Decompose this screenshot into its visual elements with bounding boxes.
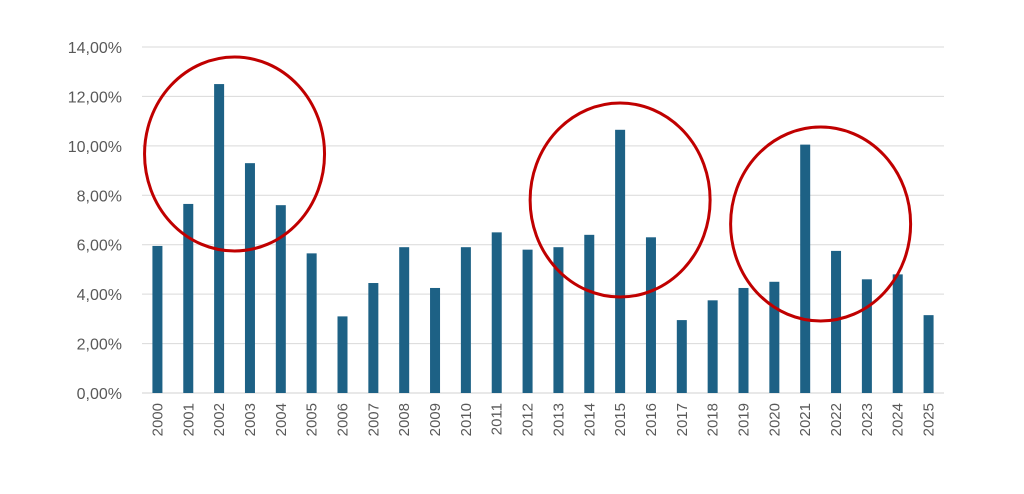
bar-2016 — [645, 237, 656, 393]
highlight-circle — [729, 125, 913, 323]
bar-2022 — [831, 250, 842, 393]
bar-2011 — [491, 232, 502, 393]
bar-2010 — [460, 247, 471, 393]
y-tick-label: 4,00% — [77, 287, 122, 304]
bar-2005 — [306, 253, 317, 393]
bar-2020 — [769, 281, 780, 393]
x-tick-label: 2021 — [797, 403, 814, 436]
bar-2021 — [800, 144, 811, 393]
bar-2001 — [183, 203, 194, 393]
bar-2015 — [615, 129, 626, 394]
bar-2008 — [399, 247, 410, 393]
x-tick-label: 2013 — [550, 403, 567, 436]
x-tick-label: 2012 — [520, 403, 537, 436]
bar-2018 — [707, 300, 718, 393]
highlight-circles — [143, 55, 913, 323]
bar-2009 — [430, 287, 441, 393]
x-tick-label: 2006 — [335, 403, 352, 436]
y-tick-label: 12,00% — [68, 89, 122, 106]
x-tick-label: 2025 — [921, 403, 938, 436]
bar-2023 — [861, 279, 872, 393]
highlight-circle — [143, 55, 327, 253]
bar-2006 — [337, 316, 348, 393]
x-tick-label: 2009 — [427, 403, 444, 436]
x-tick-label: 2000 — [149, 403, 166, 436]
x-tick-label: 2019 — [736, 403, 753, 436]
x-tick-label: 2023 — [859, 403, 876, 436]
bar-2019 — [738, 287, 749, 393]
bar-2002 — [214, 84, 225, 394]
highlight-circle — [528, 101, 712, 299]
x-tick-label: 2014 — [581, 403, 598, 436]
bars — [152, 84, 934, 394]
x-tick-label: 2008 — [396, 403, 413, 436]
x-tick-label: 2004 — [273, 403, 290, 436]
bar-2024 — [892, 274, 903, 393]
y-tick-label: 6,00% — [77, 238, 122, 255]
x-tick-label: 2010 — [458, 403, 475, 436]
y-tick-label: 0,00% — [77, 386, 122, 403]
x-tick-label: 2017 — [674, 403, 691, 436]
y-tick-label: 2,00% — [77, 337, 122, 354]
bar-2004 — [275, 205, 286, 393]
x-tick-label: 2007 — [365, 403, 382, 436]
bar-2013 — [553, 247, 564, 393]
x-tick-label: 2020 — [766, 403, 783, 436]
bar-2017 — [676, 320, 687, 393]
x-tick-label: 2011 — [489, 403, 506, 435]
y-axis-tick-labels: 0,00% 2,00% 4,00% 6,00% 8,00% 10,00% 12,00% 14,… — [68, 40, 122, 403]
x-tick-label: 2016 — [643, 403, 660, 436]
bar-2000 — [152, 245, 163, 393]
y-tick-label: 8,00% — [77, 188, 122, 205]
bar-2007 — [368, 283, 379, 393]
bar-2025 — [923, 315, 934, 393]
bar-2014 — [584, 234, 595, 393]
y-tick-label: 10,00% — [68, 139, 122, 156]
x-tick-label: 2005 — [304, 403, 321, 436]
grid-lines — [142, 46, 944, 394]
x-tick-label: 2022 — [828, 403, 845, 436]
x-tick-label: 2002 — [211, 403, 228, 436]
bar-2012 — [522, 249, 533, 393]
x-tick-label: 2003 — [242, 403, 259, 436]
bar-2003 — [244, 163, 255, 393]
y-tick-label: 14,00% — [68, 40, 122, 57]
x-tick-label: 2018 — [705, 403, 722, 436]
x-tick-label: 2015 — [612, 403, 629, 436]
x-tick-label: 2001 — [180, 403, 197, 436]
x-axis-tick-labels: 2000 2001 2002 2003 2004 2005 2006 2007 2008 2009… — [149, 403, 937, 436]
x-tick-label: 2024 — [890, 403, 907, 436]
